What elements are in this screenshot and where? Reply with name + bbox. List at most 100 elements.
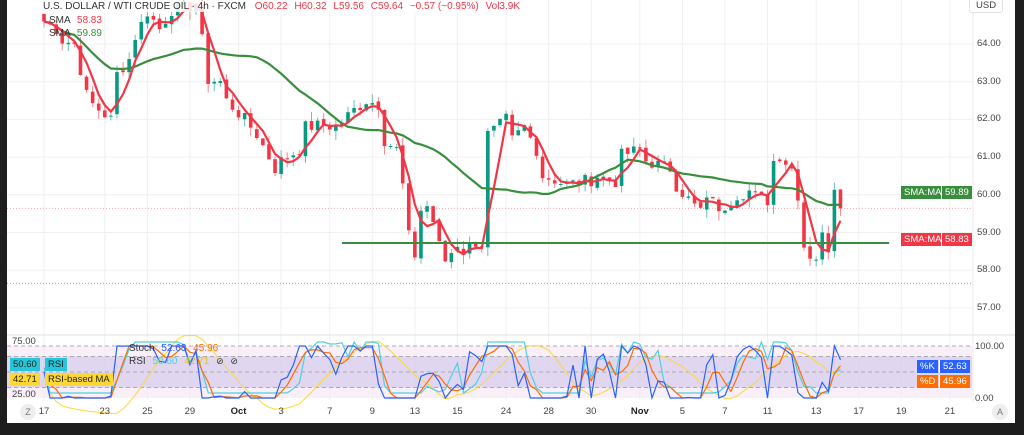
rsi-ma-value-tag: 42.71 [10,373,40,386]
candle-body [78,45,83,76]
candle-body [96,103,101,111]
candle-body [492,125,496,131]
candle-body [814,259,818,261]
rsi-legend[interactable]: RSI 50.60 42.71 ⊘ ⊘ [129,356,238,367]
candle-body [419,210,423,259]
time-tick: 23 [99,406,111,417]
rsi-tag-label: RSI [45,358,67,371]
stoch-k-tag: %K [917,360,938,373]
stoch-band [7,356,972,388]
stoch-d-value: 45.96 [193,343,219,354]
ohlc-low: L59.56 [333,1,364,12]
reset-scale-button[interactable]: Z [20,404,36,420]
candle-body [777,159,782,162]
candle-body [644,147,648,162]
candle-body [808,246,812,259]
sma-fast-tag: SMA:MA [901,233,945,246]
rsi-axis-tick-75: 75.00 [12,336,36,347]
candle-body [291,155,296,158]
candle-body [455,246,460,252]
candle-body [704,197,709,210]
candle-body [66,42,71,45]
candle-body [449,253,454,263]
candle-body [127,59,131,73]
time-tick: 17 [38,406,50,417]
candle-body [431,206,435,222]
osc-axis-tick-0: 0.00 [975,393,994,404]
candle-body [522,125,527,131]
sma-slow-legend[interactable]: SMA 59.89 [49,28,102,39]
candle-body [771,160,776,205]
candle-body [358,107,362,111]
candle-body [382,109,387,147]
sma-fast-legend[interactable]: SMA 58.83 [49,15,102,26]
sma-fast-line [43,3,842,256]
candle-body [516,130,521,136]
candle-body [42,13,46,22]
time-tick: 7 [327,406,333,417]
candle-body [625,147,630,154]
stoch-d-line [43,345,841,399]
candle-body [261,138,265,146]
candle-body [820,232,825,260]
stoch-legend[interactable]: Stoch 52.63 45.96 [129,343,218,354]
candle-body [242,112,247,120]
candle-body [838,189,843,209]
candle-body [218,81,223,84]
candle-body [315,120,320,131]
candle-body [540,156,545,179]
settings-icon[interactable]: ⊘ [216,356,224,366]
candle-body [364,104,369,111]
sma-fast-label: SMA [49,15,71,26]
candle-body [407,183,411,231]
stoch-label: Stoch [129,343,155,354]
candle-body [546,178,551,180]
candle-body [534,138,539,156]
candle-body [759,191,764,195]
candle-body [674,171,679,192]
candle-body [60,33,65,44]
candle-body [297,154,302,156]
candle-body [595,177,600,188]
candle-body [443,240,448,262]
candle-body [790,165,794,169]
time-tick: 13 [810,406,822,417]
ohlc-close: C59.64 [370,1,404,12]
rsi-axis-tick-25: 25.00 [12,389,36,400]
candle-body [236,110,241,118]
candle-body [619,148,624,186]
candle-body [90,91,95,104]
candle-body [783,160,788,165]
candle-body [248,113,253,128]
candle-body [692,195,697,204]
candle-body [510,114,514,136]
auto-scale-button[interactable]: A [992,404,1008,420]
time-tick: 13 [409,406,421,417]
rsi-ma-line [43,334,841,414]
candle-body [54,24,58,34]
price-change: −0.57 (−0.95%) [409,1,479,12]
candle-body [638,147,642,149]
candle-body [224,79,229,99]
candle-body [571,180,575,182]
visibility-icon[interactable]: ⊘ [230,356,238,366]
candle-body [109,115,113,117]
time-tick: Oct [230,406,247,417]
candle-body [832,189,837,252]
candle-body [437,222,441,242]
candle-body [273,159,277,173]
ohlc-high: H60.32 [294,1,327,12]
candle-body [656,160,660,167]
candle-body [145,16,150,24]
candle-body [741,199,745,201]
currency-label[interactable]: USD [969,0,1004,13]
time-tick: 7 [722,406,728,417]
time-tick: 11 [762,406,773,417]
candle-body [285,158,289,160]
time-tick: 5 [679,406,686,417]
time-tick: 28 [543,406,554,417]
candle-body [267,144,271,160]
rsi-value-tag: 50.60 [10,358,40,371]
chart-canvas[interactable] [7,0,1015,423]
symbol-title[interactable]: U.S. DOLLAR / WTI CRUDE OIL · 4h · FXCM [43,1,246,12]
